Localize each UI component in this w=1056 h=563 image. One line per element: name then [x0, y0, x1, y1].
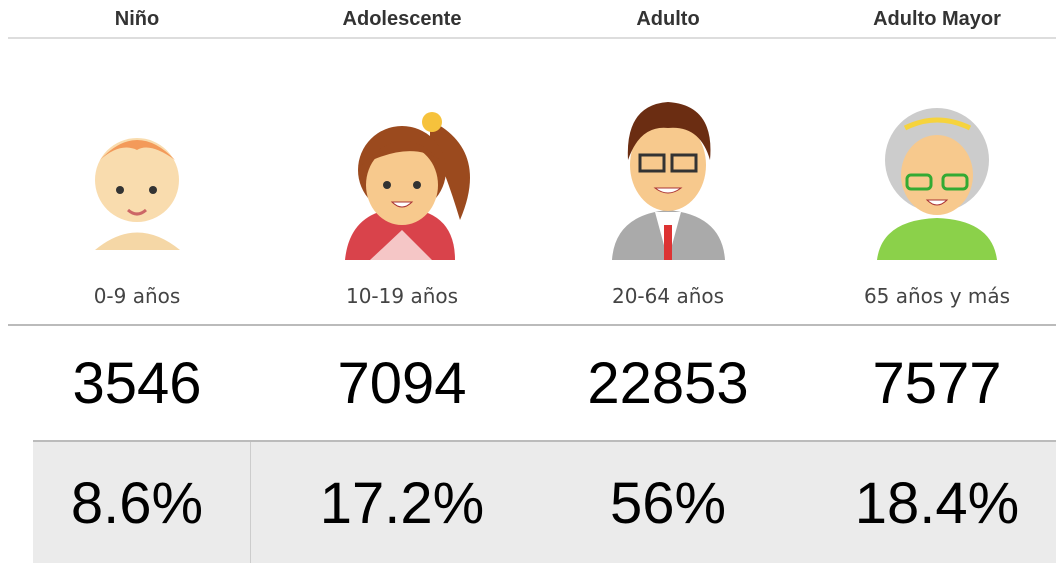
teen-icon [345, 112, 470, 260]
percent-value: 8.6% [70, 471, 204, 536]
percent-row-bg [33, 442, 1056, 563]
percent-value: 17.2% [319, 471, 485, 536]
row-rule [33, 440, 1056, 442]
elder-icon [877, 108, 997, 260]
count-value: 7577 [872, 351, 1002, 416]
adult-icon [612, 102, 725, 260]
icons [95, 102, 997, 260]
header-rule [8, 37, 1056, 39]
age-range: 10-19 años [345, 284, 459, 308]
percent-value: 56% [609, 471, 727, 536]
column-header: Adolescente [342, 8, 462, 30]
age-range: 0-9 años [93, 284, 181, 308]
age-range: 20-64 años [611, 284, 725, 308]
divider [250, 442, 251, 563]
percent-value: 18.4% [854, 471, 1020, 536]
column-header: Niño [114, 8, 160, 30]
column-header: Adulto Mayor [873, 8, 1001, 30]
baby-icon [95, 138, 180, 250]
count-value: 22853 [587, 351, 749, 416]
section-rule [8, 324, 1056, 326]
column-header: Adulto [636, 8, 700, 30]
count-value: 3546 [72, 351, 202, 416]
count-value: 7094 [337, 351, 467, 416]
age-range: 65 años y más [863, 284, 1011, 308]
